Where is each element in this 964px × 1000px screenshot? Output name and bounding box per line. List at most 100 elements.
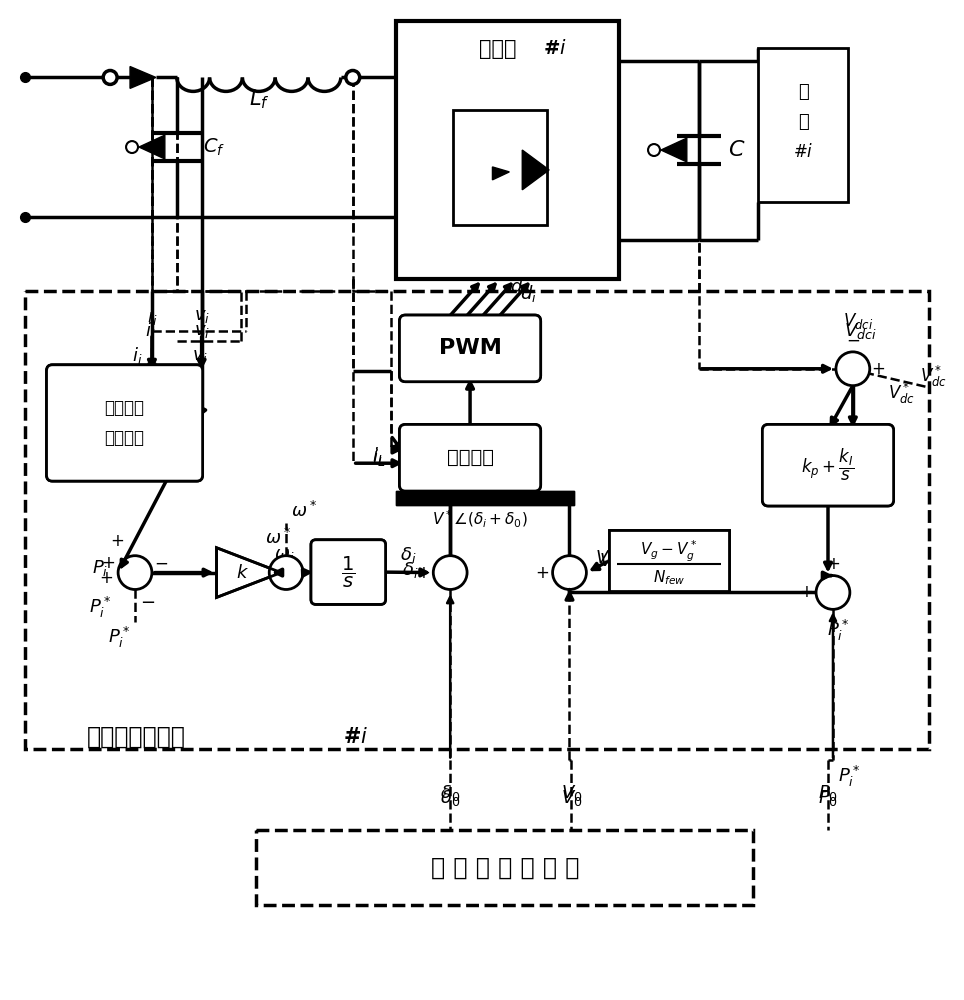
FancyBboxPatch shape — [311, 540, 386, 604]
Text: $i_i$: $i_i$ — [131, 345, 142, 366]
Text: $N_{few}$: $N_{few}$ — [653, 568, 685, 587]
Text: +: + — [416, 564, 430, 582]
Text: $P_i^*$: $P_i^*$ — [827, 618, 849, 643]
FancyBboxPatch shape — [399, 424, 541, 491]
FancyBboxPatch shape — [399, 315, 541, 382]
Text: $\dfrac{1}{s}$: $\dfrac{1}{s}$ — [341, 555, 356, 590]
Text: $v_i$: $v_i$ — [192, 347, 208, 365]
Text: +: + — [871, 360, 886, 378]
Text: PWM: PWM — [439, 338, 501, 358]
Text: +: + — [536, 564, 549, 582]
Text: $V_{dc}^*$: $V_{dc}^*$ — [889, 381, 916, 406]
Text: 计算单元: 计算单元 — [104, 429, 145, 447]
Text: +: + — [826, 555, 840, 573]
Text: #$i$: #$i$ — [544, 39, 567, 58]
FancyBboxPatch shape — [46, 365, 202, 481]
Text: $k_p+\dfrac{k_I}{s}$: $k_p+\dfrac{k_I}{s}$ — [801, 447, 855, 483]
Text: $\omega_i$: $\omega_i$ — [274, 546, 294, 564]
Circle shape — [119, 556, 152, 589]
Circle shape — [126, 141, 138, 153]
Text: $V^*$: $V^*$ — [600, 551, 623, 571]
Text: $\omega_i$: $\omega_i$ — [321, 554, 341, 572]
Bar — [25, 291, 929, 749]
Bar — [256, 830, 754, 905]
Text: $+$: $+$ — [110, 532, 124, 550]
Text: +: + — [799, 583, 813, 601]
Circle shape — [433, 556, 468, 589]
Text: #$i$: #$i$ — [335, 727, 368, 747]
Text: $\delta_i$: $\delta_i$ — [402, 560, 419, 580]
Text: $V_{dci}$: $V_{dci}$ — [843, 311, 873, 331]
Text: 计算单元: 计算单元 — [104, 429, 145, 447]
Text: $P_i^*$: $P_i^*$ — [89, 595, 112, 620]
Text: 上 层 辅 助 控 制 器: 上 层 辅 助 控 制 器 — [431, 855, 579, 879]
Circle shape — [269, 556, 303, 589]
Text: 荷: 荷 — [798, 113, 809, 131]
Text: $\delta_0$: $\delta_0$ — [441, 783, 460, 803]
FancyBboxPatch shape — [763, 424, 894, 506]
Text: $P_i^*$: $P_i^*$ — [108, 625, 130, 650]
Text: $P_0$: $P_0$ — [818, 788, 838, 808]
Circle shape — [103, 70, 117, 84]
Text: $V_{dci}$: $V_{dci}$ — [844, 321, 877, 341]
Text: $\omega^*$: $\omega^*$ — [291, 501, 317, 521]
Text: $k_p+\dfrac{k_I}{s}$: $k_p+\dfrac{k_I}{s}$ — [801, 447, 855, 483]
Bar — [609, 530, 729, 591]
Text: +: + — [443, 573, 457, 591]
FancyBboxPatch shape — [46, 365, 202, 481]
Circle shape — [648, 144, 660, 156]
Text: $C$: $C$ — [728, 140, 745, 160]
Polygon shape — [522, 150, 549, 190]
Bar — [453, 110, 548, 225]
Text: $-$: $-$ — [154, 554, 168, 572]
Text: $\dfrac{1}{s}$: $\dfrac{1}{s}$ — [341, 555, 356, 590]
Text: $\delta_0$: $\delta_0$ — [441, 788, 460, 808]
Text: $C_f$: $C_f$ — [203, 136, 226, 158]
Circle shape — [836, 352, 870, 386]
Bar — [395, 21, 619, 279]
Bar — [609, 530, 729, 591]
Text: $V_{dc}^*$: $V_{dc}^*$ — [921, 364, 948, 389]
FancyBboxPatch shape — [399, 424, 541, 491]
Text: 底层本地控制器: 底层本地控制器 — [88, 725, 186, 749]
Text: $P_i^*$: $P_i^*$ — [838, 764, 861, 789]
Text: $P_i$: $P_i$ — [92, 558, 108, 578]
Text: PWM: PWM — [439, 338, 501, 358]
Text: $+$: $+$ — [99, 569, 113, 587]
Text: 内环控制: 内环控制 — [446, 448, 494, 467]
Text: +: + — [101, 554, 115, 572]
Text: $k$: $k$ — [236, 564, 249, 582]
Polygon shape — [217, 548, 281, 597]
Text: $P_0$: $P_0$ — [818, 783, 838, 803]
Text: $N_{few}$: $N_{few}$ — [653, 568, 685, 587]
Text: +: + — [563, 573, 576, 591]
FancyBboxPatch shape — [763, 424, 894, 506]
Text: $\omega^*$: $\omega^*$ — [265, 528, 291, 548]
Text: 负: 负 — [798, 83, 809, 101]
Text: $V^*$: $V^*$ — [596, 548, 619, 568]
Text: $V^*\angle(\delta_i+\delta_0)$: $V^*\angle(\delta_i+\delta_0)$ — [432, 509, 528, 530]
Text: $-$: $-$ — [140, 592, 155, 610]
Text: $L_f$: $L_f$ — [249, 88, 270, 111]
Text: $v_i$: $v_i$ — [194, 322, 210, 340]
Text: $\delta_i$: $\delta_i$ — [400, 545, 416, 565]
FancyBboxPatch shape — [311, 540, 386, 604]
Text: $d_i$: $d_i$ — [520, 283, 537, 304]
Text: $i_L$: $i_L$ — [372, 445, 386, 466]
Polygon shape — [493, 167, 509, 180]
Text: $i_i$: $i_i$ — [145, 320, 155, 341]
Text: 输入功率: 输入功率 — [104, 399, 145, 417]
Text: #$i$: #$i$ — [793, 143, 814, 161]
Text: 内环控制: 内环控制 — [446, 448, 494, 467]
Polygon shape — [130, 67, 156, 88]
Text: 子模块: 子模块 — [479, 39, 516, 59]
Text: $i_i$: $i_i$ — [147, 306, 157, 327]
Polygon shape — [139, 135, 165, 159]
FancyBboxPatch shape — [399, 315, 541, 382]
Text: $V_g-V_g^*$: $V_g-V_g^*$ — [640, 539, 698, 564]
Text: 输入功率: 输入功率 — [104, 399, 145, 417]
Circle shape — [552, 556, 586, 589]
Circle shape — [817, 576, 850, 609]
Polygon shape — [661, 138, 686, 162]
Text: $i_L$: $i_L$ — [372, 447, 386, 468]
